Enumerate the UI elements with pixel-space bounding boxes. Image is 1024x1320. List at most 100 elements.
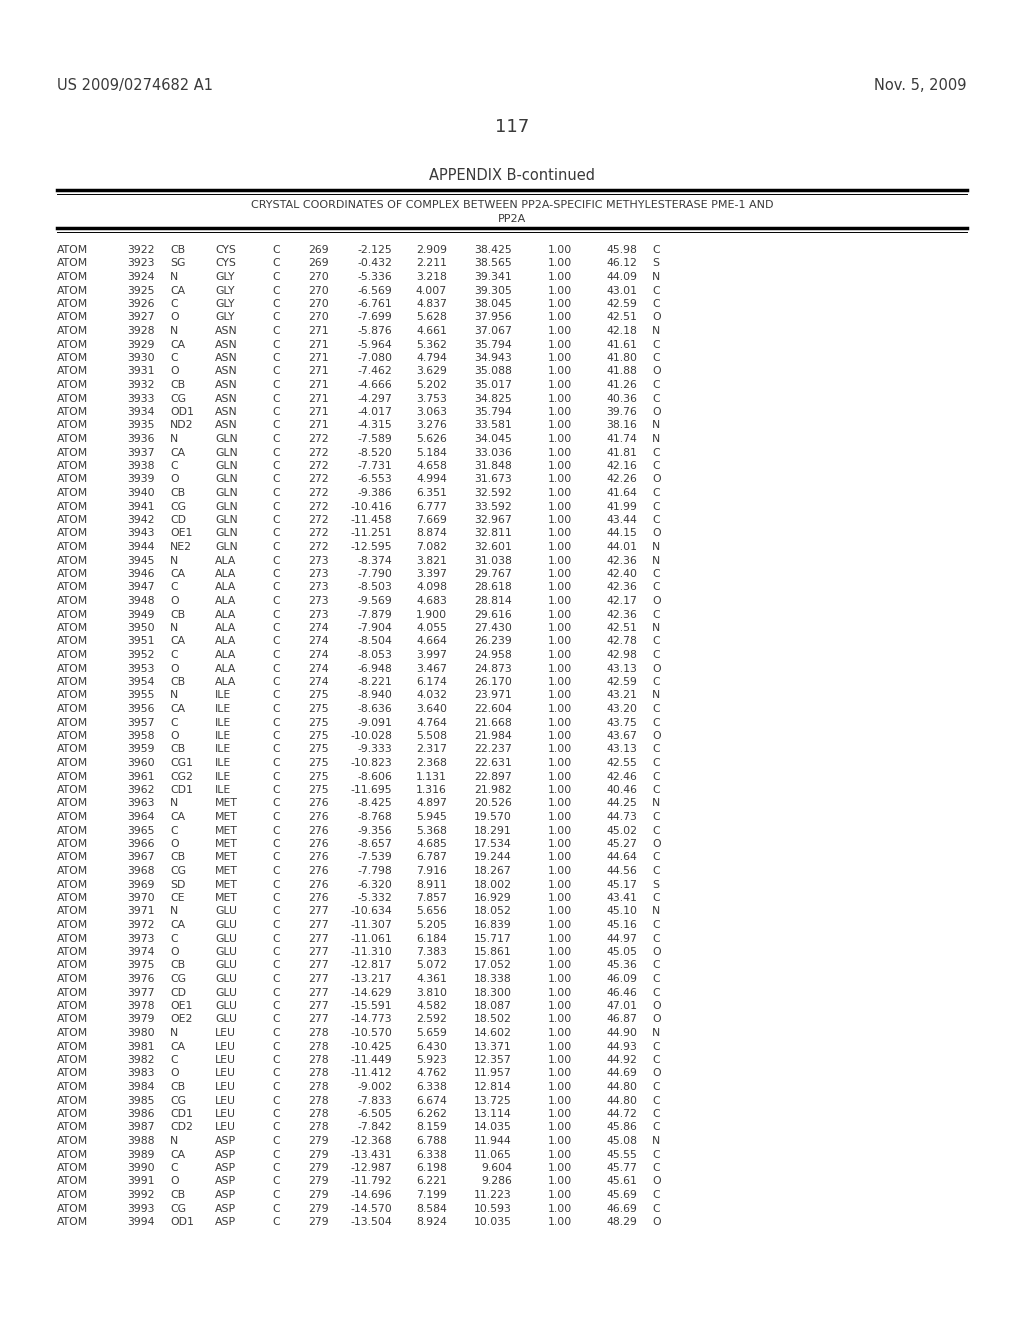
Text: ALA: ALA <box>215 610 237 619</box>
Text: C: C <box>272 1122 280 1133</box>
Text: MET: MET <box>215 866 238 876</box>
Text: -10.425: -10.425 <box>350 1041 392 1052</box>
Text: 273: 273 <box>308 597 329 606</box>
Text: C: C <box>272 677 280 686</box>
Text: 42.17: 42.17 <box>606 597 637 606</box>
Text: C: C <box>272 840 280 849</box>
Text: 275: 275 <box>308 771 329 781</box>
Text: 1.00: 1.00 <box>548 677 572 686</box>
Text: 5.508: 5.508 <box>416 731 447 741</box>
Text: 4.685: 4.685 <box>416 840 447 849</box>
Text: ATOM: ATOM <box>57 920 88 931</box>
Text: ATOM: ATOM <box>57 1204 88 1213</box>
Text: 6.262: 6.262 <box>416 1109 447 1119</box>
Text: -11.458: -11.458 <box>350 515 392 525</box>
Text: N: N <box>170 556 178 565</box>
Text: 41.26: 41.26 <box>606 380 637 389</box>
Text: 4.664: 4.664 <box>416 636 447 647</box>
Text: -6.320: -6.320 <box>357 879 392 890</box>
Text: 3933: 3933 <box>128 393 155 404</box>
Text: 1.00: 1.00 <box>548 690 572 701</box>
Text: ATOM: ATOM <box>57 313 88 322</box>
Text: NE2: NE2 <box>170 543 193 552</box>
Text: C: C <box>272 582 280 593</box>
Text: C: C <box>652 894 659 903</box>
Text: 3936: 3936 <box>128 434 155 444</box>
Text: 275: 275 <box>308 758 329 768</box>
Text: C: C <box>272 879 280 890</box>
Text: O: O <box>652 946 660 957</box>
Text: 1.00: 1.00 <box>548 718 572 727</box>
Text: 6.198: 6.198 <box>416 1163 447 1173</box>
Text: CA: CA <box>170 339 185 350</box>
Text: 279: 279 <box>308 1191 329 1200</box>
Text: 276: 276 <box>308 894 329 903</box>
Text: 8.924: 8.924 <box>416 1217 447 1228</box>
Text: 1.00: 1.00 <box>548 866 572 876</box>
Text: CB: CB <box>170 1191 185 1200</box>
Text: C: C <box>652 582 659 593</box>
Text: SD: SD <box>170 879 185 890</box>
Text: C: C <box>272 894 280 903</box>
Text: ASP: ASP <box>215 1176 237 1187</box>
Text: ATOM: ATOM <box>57 690 88 701</box>
Text: LEU: LEU <box>215 1096 236 1106</box>
Text: 43.41: 43.41 <box>606 894 637 903</box>
Text: O: O <box>652 664 660 673</box>
Text: 3981: 3981 <box>128 1041 155 1052</box>
Text: 1.00: 1.00 <box>548 1028 572 1038</box>
Text: -6.505: -6.505 <box>357 1109 392 1119</box>
Text: 3992: 3992 <box>128 1191 155 1200</box>
Text: C: C <box>652 1150 659 1159</box>
Text: CA: CA <box>170 1150 185 1159</box>
Text: 44.09: 44.09 <box>606 272 637 282</box>
Text: ATOM: ATOM <box>57 339 88 350</box>
Text: 8.584: 8.584 <box>416 1204 447 1213</box>
Text: 43.44: 43.44 <box>606 515 637 525</box>
Text: C: C <box>272 974 280 983</box>
Text: C: C <box>652 677 659 686</box>
Text: C: C <box>272 1015 280 1024</box>
Text: C: C <box>652 1191 659 1200</box>
Text: GLY: GLY <box>215 300 234 309</box>
Text: 48.29: 48.29 <box>606 1217 637 1228</box>
Text: 10.035: 10.035 <box>474 1217 512 1228</box>
Text: 18.291: 18.291 <box>474 825 512 836</box>
Text: 278: 278 <box>308 1096 329 1106</box>
Text: ATOM: ATOM <box>57 1122 88 1133</box>
Text: 5.659: 5.659 <box>416 1028 447 1038</box>
Text: 275: 275 <box>308 718 329 727</box>
Text: 3953: 3953 <box>128 664 155 673</box>
Text: 6.430: 6.430 <box>416 1041 447 1052</box>
Text: 1.00: 1.00 <box>548 1176 572 1187</box>
Text: 3939: 3939 <box>128 474 155 484</box>
Text: C: C <box>272 812 280 822</box>
Text: 42.59: 42.59 <box>606 677 637 686</box>
Text: O: O <box>170 1068 178 1078</box>
Text: CG2: CG2 <box>170 771 193 781</box>
Text: ILE: ILE <box>215 771 231 781</box>
Text: 3927: 3927 <box>128 313 155 322</box>
Text: -7.904: -7.904 <box>357 623 392 634</box>
Text: C: C <box>272 597 280 606</box>
Text: 24.873: 24.873 <box>474 664 512 673</box>
Text: 1.00: 1.00 <box>548 946 572 957</box>
Text: 275: 275 <box>308 690 329 701</box>
Text: 279: 279 <box>308 1163 329 1173</box>
Text: C: C <box>652 785 659 795</box>
Text: 1.00: 1.00 <box>548 894 572 903</box>
Text: 45.55: 45.55 <box>606 1150 637 1159</box>
Text: 1.00: 1.00 <box>548 1015 572 1024</box>
Text: 3922: 3922 <box>128 246 155 255</box>
Text: C: C <box>272 272 280 282</box>
Text: GLU: GLU <box>215 907 237 916</box>
Text: -8.503: -8.503 <box>357 582 392 593</box>
Text: 3940: 3940 <box>127 488 155 498</box>
Text: 13.725: 13.725 <box>474 1096 512 1106</box>
Text: 44.15: 44.15 <box>606 528 637 539</box>
Text: 32.601: 32.601 <box>474 543 512 552</box>
Text: ATOM: ATOM <box>57 447 88 458</box>
Text: 26.170: 26.170 <box>474 677 512 686</box>
Text: 11.957: 11.957 <box>474 1068 512 1078</box>
Text: 277: 277 <box>308 933 329 944</box>
